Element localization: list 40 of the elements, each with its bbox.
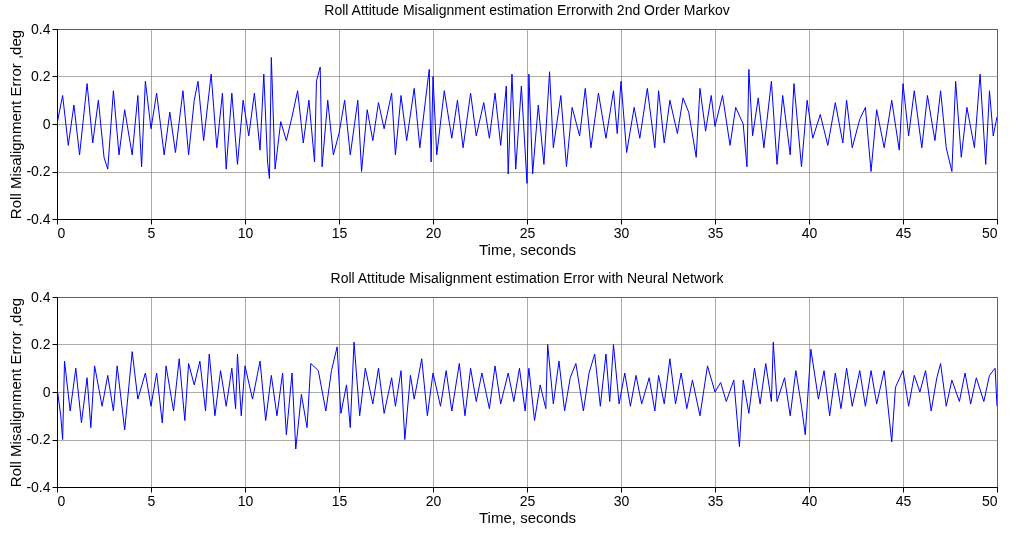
y-tick-label: -0.2: [26, 163, 51, 179]
x-tick-label: 30: [613, 224, 630, 241]
chart-title: Roll Attitude Misalignment estimation Error with Neural Network: [330, 270, 725, 286]
y-tick-label: 0: [42, 115, 51, 132]
x-tick-label: 25: [519, 224, 536, 241]
x-tick-label: 15: [331, 492, 348, 509]
x-tick-label: 35: [707, 492, 724, 509]
chart-title: Roll Attitude Misalignment estimation Errorwith 2nd Order Markov: [324, 2, 730, 18]
line-series: [57, 341, 997, 450]
x-tick-label: 35: [707, 224, 724, 241]
x-tick-label: 10: [237, 224, 254, 241]
x-tick-label: 0: [57, 224, 66, 241]
x-tick-label: 15: [331, 224, 348, 241]
x-tick-label: 20: [425, 224, 442, 241]
y-tick-label: 0: [42, 383, 51, 400]
x-tick-label: 40: [801, 492, 818, 509]
x-tick-label: 40: [801, 224, 818, 241]
x-tick-label: 45: [895, 492, 912, 509]
y-tick-label: -0.4: [26, 210, 51, 227]
y-tick-label: 0.2: [31, 68, 51, 84]
y-tick-label: -0.4: [26, 478, 51, 495]
x-axis-title: Time, seconds: [479, 508, 576, 526]
x-tick-label: 45: [895, 224, 912, 241]
x-tick-label: 5: [147, 224, 156, 241]
y-axis-title: Roll Misalignment Error ,deg: [7, 297, 25, 488]
x-tick-label: 5: [147, 492, 156, 509]
x-tick-label: 25: [519, 492, 536, 509]
line-series: [57, 57, 997, 184]
y-axis-title: Roll Misalignment Error ,deg: [7, 29, 25, 220]
x-axis-title: Time, seconds: [479, 240, 576, 258]
x-tick-label: 50: [981, 224, 998, 241]
x-tick-label: 30: [613, 492, 630, 509]
y-tick-label: 0.4: [31, 20, 51, 37]
x-tick-label: 10: [237, 492, 254, 509]
y-tick-label: 0.4: [31, 288, 51, 305]
x-tick-label: 50: [981, 492, 998, 509]
y-tick-label: 0.2: [31, 336, 51, 352]
x-tick-label: 0: [57, 492, 66, 509]
x-tick-label: 20: [425, 492, 442, 509]
y-tick-label: -0.2: [26, 431, 51, 447]
